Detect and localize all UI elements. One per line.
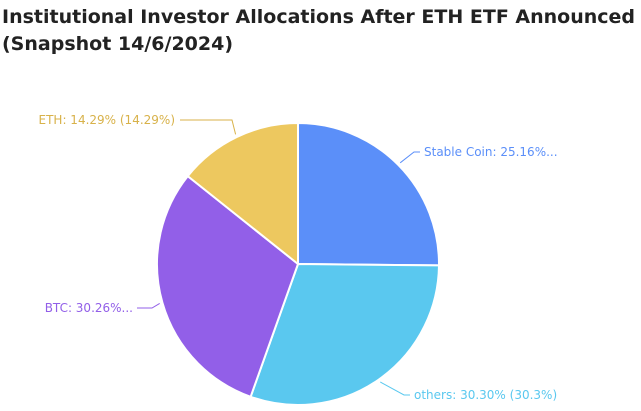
- slice-label: ETH: 14.29% (14.29%): [39, 113, 175, 127]
- pie-slice[interactable]: [297, 122, 440, 267]
- slice-label: others: 30.30% (30.3%): [414, 388, 557, 402]
- pie-slice[interactable]: [156, 175, 299, 398]
- slice-label: Stable Coin: 25.16%...: [424, 145, 558, 159]
- slice-leader-line: [399, 151, 420, 164]
- slice-leader-line: [380, 381, 410, 396]
- chart-title-line: Institutional Investor Allocations After…: [2, 6, 636, 28]
- pie-slice[interactable]: [249, 263, 440, 406]
- slice-leader-line: [180, 119, 237, 135]
- slice-label: BTC: 30.26%...: [45, 301, 133, 315]
- pie-slice[interactable]: [186, 122, 299, 265]
- chart-title: Institutional Investor Allocations After…: [2, 4, 638, 58]
- chart-subtitle: (Snapshot 14/6/2024): [2, 33, 234, 55]
- slice-leader-line: [137, 302, 160, 309]
